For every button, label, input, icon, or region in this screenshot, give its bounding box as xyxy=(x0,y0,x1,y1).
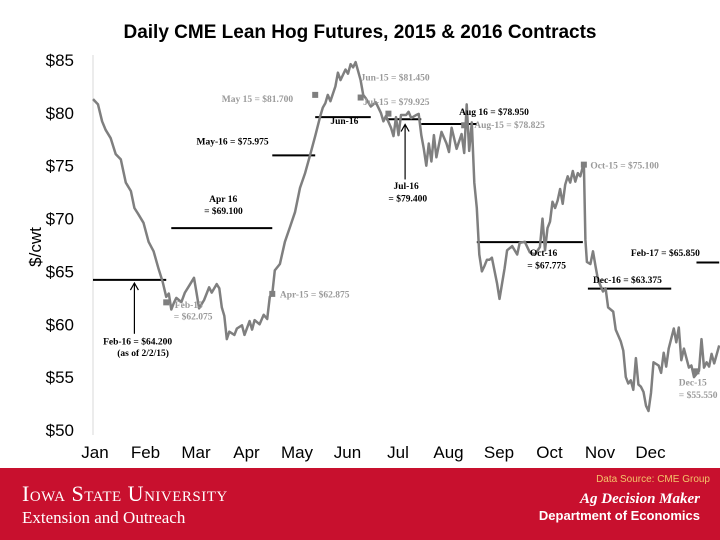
price-annotation: Aug 16 = $78.950 xyxy=(459,107,529,118)
price-annotation: = $55.550 xyxy=(679,390,718,401)
price-annotation: Dec-16 = $63.375 xyxy=(593,275,662,286)
expiry-marker xyxy=(693,368,700,375)
price-annotation: Jun-16 xyxy=(330,117,358,127)
y-tick-label: $85 xyxy=(46,51,74,70)
expiry-marker xyxy=(163,299,170,306)
callout-arrow xyxy=(400,123,410,180)
price-annotation: = $67.775 xyxy=(527,260,566,271)
annotation-group: Feb-15= $62.075 Feb-16 = $64.200(as of 2/… xyxy=(103,73,718,401)
expiry-marker xyxy=(580,161,587,168)
series-group xyxy=(92,60,720,413)
price-annotation: May 15 = $81.700 xyxy=(222,94,294,105)
price-annotation: Oct-15 = $75.100 xyxy=(590,160,659,171)
arrow-group xyxy=(129,123,410,334)
x-tick-label: Jan xyxy=(81,443,108,462)
x-tick-labels: Jan Feb Mar Apr May Jun Jul Aug Sep Oct Nov Dec xyxy=(81,443,666,462)
university-wordmark: Iowa State University xyxy=(22,481,228,506)
expiry-marker xyxy=(461,122,468,129)
price-annotation: Aug-15 = $78.825 xyxy=(474,120,545,131)
price-annotation: Feb-16 = $64.200 xyxy=(103,336,172,347)
callout-arrow xyxy=(129,281,139,334)
footer-banner: Data Source: CME Group Iowa State Univer… xyxy=(0,468,720,540)
price-annotation: Dec-15 xyxy=(679,379,707,389)
y-tick-label: $65 xyxy=(46,262,74,281)
extension-label: Extension and Outreach xyxy=(22,508,186,527)
data-source-note: Data Source: CME Group xyxy=(596,474,710,485)
x-tick-label: Apr xyxy=(233,443,260,462)
chart: Daily CME Lean Hog Futures, 2015 & 2016 … xyxy=(26,22,720,462)
y-tick-labels: $50 $55 $60 $65 $70 $75 $80 $85 xyxy=(46,51,74,440)
department-label: Department of Economics xyxy=(538,508,700,523)
expiry-marker xyxy=(312,91,319,98)
price-annotation: Apr-15 = $62.875 xyxy=(280,289,350,300)
x-tick-label: Nov xyxy=(585,443,616,462)
price-annotation: Feb-15 xyxy=(175,301,203,311)
reference-lines xyxy=(93,116,720,290)
y-tick-label: $55 xyxy=(46,368,74,387)
price-annotation: (as of 2/2/15) xyxy=(117,348,169,359)
y-tick-label: $75 xyxy=(46,157,74,176)
y-axis-label: $/cwt xyxy=(26,227,45,267)
y-tick-label: $50 xyxy=(46,421,74,440)
x-tick-label: Aug xyxy=(433,443,463,462)
program-label: Ag Decision Maker xyxy=(580,491,700,507)
x-tick-label: Dec xyxy=(635,443,666,462)
price-annotation: Jul-16 xyxy=(393,182,419,192)
price-annotation: Jun-15 = $81.450 xyxy=(361,73,430,84)
x-tick-label: Mar xyxy=(181,443,211,462)
price-annotation: = $62.075 xyxy=(174,312,213,323)
x-tick-label: Oct xyxy=(536,443,563,462)
price-annotation: Oct-16 xyxy=(530,249,558,259)
expiry-marker xyxy=(269,290,276,297)
y-tick-label: $70 xyxy=(46,210,74,229)
y-tick-label: $80 xyxy=(46,104,74,123)
price-annotation: May-16 = $75.975 xyxy=(197,137,269,148)
x-tick-label: Sep xyxy=(484,443,514,462)
price-annotation: Feb-17 = $65.850 xyxy=(631,248,700,259)
x-tick-label: Jul xyxy=(387,443,409,462)
expiry-marker xyxy=(357,94,364,101)
marker-group xyxy=(163,91,700,375)
series-line xyxy=(92,60,720,413)
price-annotation: Apr 16 xyxy=(209,195,237,205)
y-tick-label: $60 xyxy=(46,315,74,334)
price-annotation: = $79.400 xyxy=(388,194,427,205)
x-tick-label: Jun xyxy=(334,443,361,462)
expiry-marker xyxy=(385,110,392,117)
x-tick-label: May xyxy=(281,443,314,462)
chart-title: Daily CME Lean Hog Futures, 2015 & 2016 … xyxy=(123,22,596,43)
price-annotation: = $69.100 xyxy=(204,206,243,217)
price-annotation: Jul-15 = $79.925 xyxy=(363,97,430,108)
x-tick-label: Feb xyxy=(131,443,160,462)
